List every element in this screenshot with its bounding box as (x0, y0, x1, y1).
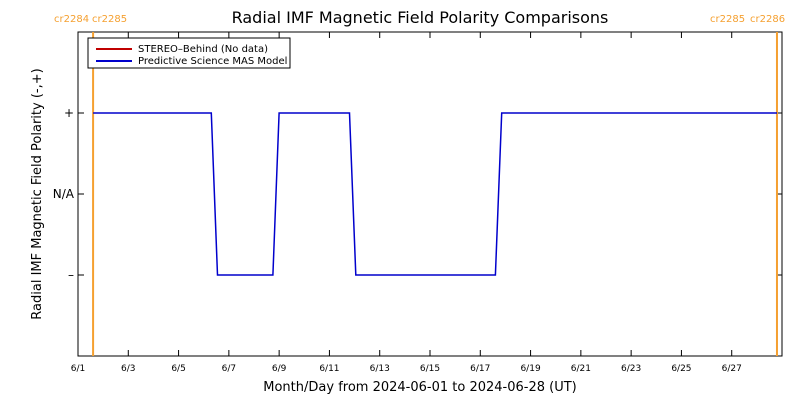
x-tick-label-8: 6/17 (470, 364, 490, 374)
series-line-mas-model (93, 112, 777, 276)
y-tick-label-1: N/A (53, 187, 75, 201)
cr-label-right-0: cr2285 (92, 14, 127, 25)
legend-entry-stereo: STEREO–Behind (No data) (138, 44, 268, 55)
carrington-rotation-labels: cr2284 cr2285 cr2285 cr2286 (54, 14, 785, 25)
series-layer (93, 112, 777, 276)
carrington-markers (92, 32, 778, 356)
x-axis-ticks: 6/1 6/3 6/5 6/7 6/9 6/11 6/13 6/15 6/17 6/19 6/21 6… (71, 32, 742, 374)
y-axis-label: Radial IMF Magnetic Field Polarity (-,+) (30, 68, 45, 319)
y-tick-label-2: – (68, 268, 74, 282)
plot-frame (77, 31, 783, 357)
legend-entry-mas: Predictive Science MAS Model (138, 56, 287, 67)
x-tick-label-11: 6/23 (621, 364, 641, 374)
x-tick-label-0: 6/1 (71, 364, 85, 374)
x-tick-label-13: 6/27 (722, 364, 742, 374)
x-tick-label-9: 6/19 (520, 364, 540, 374)
x-tick-label-1: 6/3 (121, 364, 135, 374)
x-tick-label-6: 6/13 (370, 364, 390, 374)
x-tick-label-4: 6/9 (272, 364, 287, 374)
x-tick-label-3: 6/7 (222, 364, 236, 374)
x-tick-label-5: 6/11 (319, 364, 339, 374)
x-axis-label: Month/Day from 2024-06-01 to 2024-06-28 … (263, 380, 576, 395)
y-axis-ticks: + N/A – (53, 106, 782, 282)
cr-label-right-1: cr2286 (750, 14, 785, 25)
chart-title: Radial IMF Magnetic Field Polarity Compa… (232, 8, 609, 27)
legend: STEREO–Behind (No data) Predictive Scien… (87, 37, 291, 69)
x-tick-label-7: 6/15 (420, 364, 440, 374)
x-tick-label-10: 6/21 (571, 364, 591, 374)
x-tick-label-12: 6/25 (671, 364, 691, 374)
cr-label-left-1: cr2285 (710, 14, 745, 25)
cr-label-left-0: cr2284 (54, 14, 89, 25)
y-tick-label-0: + (64, 106, 74, 120)
x-tick-label-2: 6/5 (171, 364, 185, 374)
legend-box (87, 37, 291, 69)
